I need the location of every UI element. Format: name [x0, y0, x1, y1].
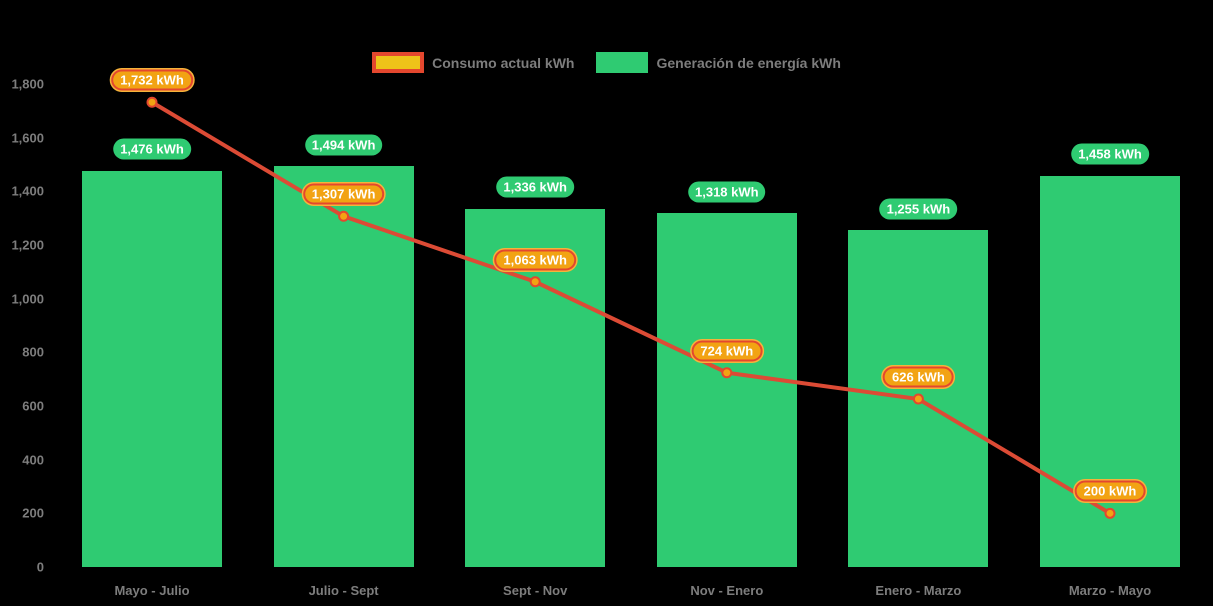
line-point[interactable]	[146, 96, 158, 108]
x-tick: Sept - Nov	[503, 583, 568, 598]
line-point[interactable]	[912, 393, 924, 405]
legend-item-generacion[interactable]: Generación de energía kWh	[596, 52, 841, 73]
data-label-generacion: 1,255 kWh	[879, 198, 958, 220]
data-label-generacion: 1,476 kWh	[113, 138, 191, 160]
legend-label: Generación de energía kWh	[656, 54, 841, 71]
line-point[interactable]	[721, 367, 733, 379]
y-tick: 0	[36, 559, 44, 575]
consumption-line	[150, 100, 1112, 516]
data-label-generacion: 1,494 kWh	[304, 134, 383, 156]
y-tick: 1,200	[11, 237, 44, 253]
data-label-consumo: 1,063 kWh	[494, 249, 576, 271]
data-label-consumo: 626 kWh	[883, 366, 954, 388]
data-label-consumo: 1,732 kWh	[111, 69, 193, 91]
line-point[interactable]	[338, 210, 350, 222]
legend-swatch-generacion	[596, 52, 649, 73]
chart-legend: Consumo actual kWh Generación de energía …	[0, 52, 1213, 73]
legend-item-consumo[interactable]: Consumo actual kWh	[372, 52, 574, 73]
data-label-consumo: 200 kWh	[1074, 480, 1146, 502]
bar-generacion[interactable]	[656, 213, 797, 567]
data-label-generacion: 1,336 kWh	[496, 176, 574, 198]
legend-swatch-consumo	[372, 52, 425, 73]
y-tick: 1,800	[11, 76, 44, 92]
data-label-generacion: 1,318 kWh	[688, 181, 766, 203]
line-point[interactable]	[1104, 507, 1116, 519]
x-tick: Enero - Marzo	[875, 583, 962, 598]
data-label-consumo: 1,307 kWh	[302, 183, 385, 205]
x-tick: Marzo - Mayo	[1068, 583, 1152, 598]
y-tick: 1,400	[11, 183, 44, 199]
data-label-generacion: 1,458 kWh	[1071, 143, 1149, 165]
legend-label: Consumo actual kWh	[432, 54, 575, 71]
y-tick: 400	[22, 452, 44, 468]
x-tick: Mayo - Julio	[114, 583, 190, 598]
data-label-consumo: 724 kWh	[691, 340, 763, 362]
x-tick: Nov - Enero	[690, 583, 764, 598]
y-tick: 1,000	[11, 291, 44, 307]
y-tick: 800	[22, 344, 44, 360]
y-tick: 1,600	[11, 130, 44, 146]
line-point[interactable]	[529, 276, 541, 288]
bar-generacion[interactable]	[82, 170, 222, 567]
y-tick: 600	[22, 398, 44, 414]
x-tick: Julio - Sept	[308, 583, 379, 598]
y-tick: 200	[22, 505, 44, 521]
